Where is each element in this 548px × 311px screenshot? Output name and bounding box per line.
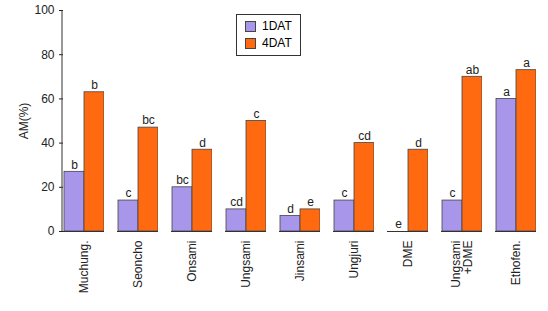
svg-text:e: e (307, 195, 314, 209)
svg-text:100: 100 (34, 3, 54, 17)
svg-text:20: 20 (41, 180, 55, 194)
svg-text:Muchung.: Muchung. (77, 241, 91, 294)
svg-text:DME: DME (401, 241, 415, 268)
svg-text:0: 0 (48, 224, 55, 238)
svg-text:bc: bc (142, 113, 155, 127)
svg-text:Jinsami: Jinsami (293, 241, 307, 282)
svg-text:c: c (450, 186, 456, 200)
svg-text:bc: bc (176, 173, 189, 187)
html-text:1DAT: 1DAT (262, 19, 292, 33)
svg-text:ab: ab (466, 63, 480, 77)
svg-text:80: 80 (41, 48, 55, 62)
svg-text:a: a (503, 85, 510, 99)
svg-text:cd: cd (358, 129, 371, 143)
svg-text:d: d (287, 202, 294, 216)
svg-text:Onsami: Onsami (185, 241, 199, 282)
svg-text:c: c (254, 107, 260, 121)
svg-text:Ungsami+DME: Ungsami+DME (449, 241, 475, 288)
svg-text:e: e (395, 217, 402, 231)
svg-text:Ungjuri: Ungjuri (347, 241, 361, 279)
html-text:4DAT: 4DAT (262, 36, 292, 50)
svg-text:Seoncho: Seoncho (131, 240, 145, 288)
svg-text:c: c (342, 186, 348, 200)
svg-text:40: 40 (41, 136, 55, 150)
svg-text:60: 60 (41, 92, 55, 106)
svg-text:b: b (91, 78, 98, 92)
svg-text:cd: cd (230, 195, 243, 209)
svg-text:d: d (415, 136, 422, 150)
svg-text:d: d (199, 136, 206, 150)
svg-text:a: a (523, 56, 530, 70)
svg-text:AM(%): AM(%) (17, 103, 31, 140)
svg-text:Ungsami: Ungsami (239, 241, 253, 288)
svg-text:c: c (126, 186, 132, 200)
svg-text:Ethofen.: Ethofen. (509, 241, 523, 286)
svg-text:b: b (71, 158, 78, 172)
